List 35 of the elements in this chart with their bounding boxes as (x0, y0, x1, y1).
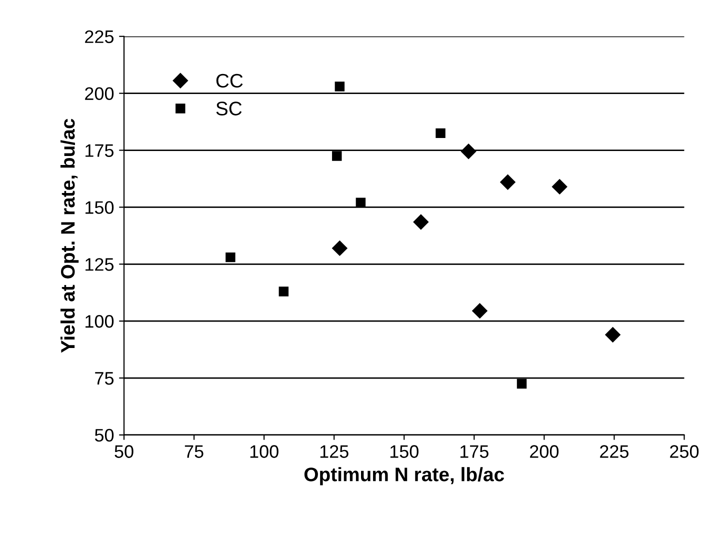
point (413, 214, 428, 230)
point (226, 252, 236, 262)
x-tick-label: 225 (600, 445, 629, 458)
y-tick-label: 175 (86, 144, 114, 157)
y-tick-label: 100 (86, 315, 114, 328)
point (500, 174, 516, 190)
y-tick-label: 150 (86, 201, 114, 214)
y-tick-label: 125 (86, 258, 114, 271)
x-tick-label: 50 (114, 445, 134, 458)
point (552, 179, 568, 194)
y-axis-title: Yield at Opt. N rate, bu/ac (60, 118, 79, 353)
x-tick-label: 75 (184, 445, 204, 458)
point (278, 286, 289, 296)
x-tick-label: 150 (390, 445, 418, 458)
x-tick-label: 125 (320, 445, 348, 458)
x-tick-label: 250 (670, 445, 699, 458)
point (332, 151, 342, 161)
x-tick-label: 100 (250, 445, 278, 458)
point (334, 82, 345, 92)
x-tick-label: 200 (530, 445, 559, 458)
point (436, 128, 446, 138)
point (605, 327, 620, 342)
y-tick-label: 75 (95, 372, 114, 385)
point (332, 240, 348, 256)
point (516, 378, 527, 389)
legend-label: CC (216, 74, 243, 88)
x-axis-title: Optimum N rate, lb/ac (304, 467, 504, 486)
y-tick-label: 50 (94, 428, 114, 442)
y-tick-label: 200 (85, 87, 114, 100)
point (472, 303, 488, 318)
point (356, 198, 366, 208)
y-tick-label: 225 (85, 30, 114, 44)
legend-label: SC (216, 102, 242, 116)
point (460, 144, 476, 159)
x-tick-label: 175 (460, 445, 488, 458)
